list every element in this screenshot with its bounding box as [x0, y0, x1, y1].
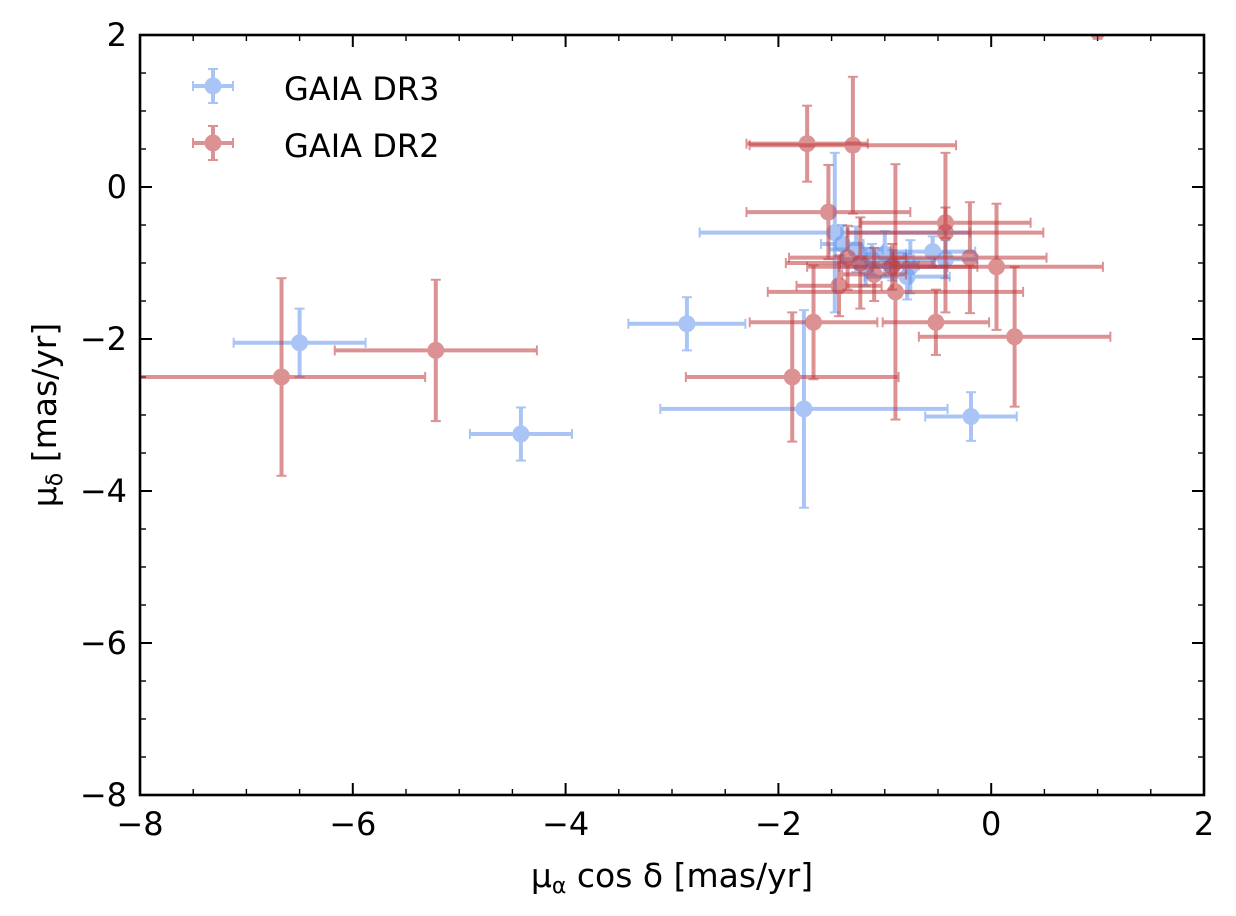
dr3-data-point	[468, 406, 573, 462]
dr3-data-point	[924, 391, 1018, 442]
dr2-data-point	[140, 277, 427, 477]
x-tick-label: 2	[1194, 805, 1214, 843]
x-tick-label: −2	[755, 805, 802, 843]
data-point-marker	[783, 368, 801, 386]
dr2-data-point	[748, 75, 958, 215]
legend-label-dr2: GAIA DR2	[284, 127, 439, 165]
dr2-data-point	[881, 288, 991, 356]
data-point-marker	[805, 313, 823, 331]
dr3-data-point	[232, 307, 367, 378]
data-layer	[140, 35, 1112, 509]
data-point-marker	[927, 313, 945, 331]
data-point-marker	[962, 408, 980, 426]
y-tick-label: 2	[107, 16, 127, 54]
data-point-marker	[1006, 328, 1024, 346]
data-point-marker	[427, 341, 445, 359]
data-point-marker	[204, 134, 222, 152]
dr2-data-point	[889, 202, 1104, 331]
data-point-marker	[291, 334, 309, 352]
data-point-marker	[512, 425, 530, 443]
dr3-data-point	[659, 309, 949, 509]
data-point-marker	[204, 77, 222, 95]
y-axis-label: μδ [mas/yr]	[25, 323, 68, 507]
x-axis-label: μα cos δ [mas/yr]	[531, 856, 813, 899]
y-tick-label: −2	[80, 320, 127, 358]
y-tick-label: −6	[80, 624, 127, 662]
data-point-marker	[844, 136, 862, 154]
y-tick-label: −8	[80, 776, 127, 814]
legend-marker-dr3	[192, 68, 234, 104]
x-tick-label: −8	[116, 805, 163, 843]
plot-frame	[138, 33, 1206, 797]
data-point-marker	[936, 224, 954, 242]
data-point-marker	[851, 254, 869, 272]
data-point-marker	[988, 258, 1006, 276]
dr2-data-point	[333, 278, 538, 423]
data-point-marker	[273, 368, 291, 386]
legend-marker-glyph	[192, 125, 234, 161]
series-gaia-dr2	[140, 35, 1112, 477]
legend: GAIA DR3 GAIA DR2	[192, 68, 439, 165]
y-tick-label: −4	[80, 472, 127, 510]
dr2-data-point	[684, 311, 900, 443]
data-point-marker	[678, 315, 696, 333]
y-tick-label: 0	[107, 168, 127, 206]
dr3-data-point	[627, 296, 747, 352]
dr2-data-point	[892, 201, 1048, 315]
dr2-data-point	[841, 246, 908, 302]
x-tick-label: −6	[329, 805, 376, 843]
y-tick-labels: −8 −6 −4 −2 0 2	[80, 16, 127, 814]
legend-label-dr3: GAIA DR3	[284, 70, 439, 108]
data-point-marker	[865, 265, 883, 283]
dr2-data-point	[846, 151, 1045, 314]
x-tick-labels: −8 −6 −4 −2 0 2	[116, 805, 1214, 843]
data-point-marker	[961, 249, 979, 267]
x-tick-label: −4	[542, 805, 589, 843]
data-point-marker	[795, 400, 813, 418]
data-point-marker	[819, 203, 837, 221]
legend-marker-dr2	[192, 125, 234, 161]
dr2-data-point	[748, 264, 879, 381]
data-point-marker	[886, 283, 904, 301]
x-tick-label: 0	[981, 805, 1001, 843]
legend-marker-glyph	[192, 68, 234, 104]
dr2-data-point	[917, 265, 1112, 408]
